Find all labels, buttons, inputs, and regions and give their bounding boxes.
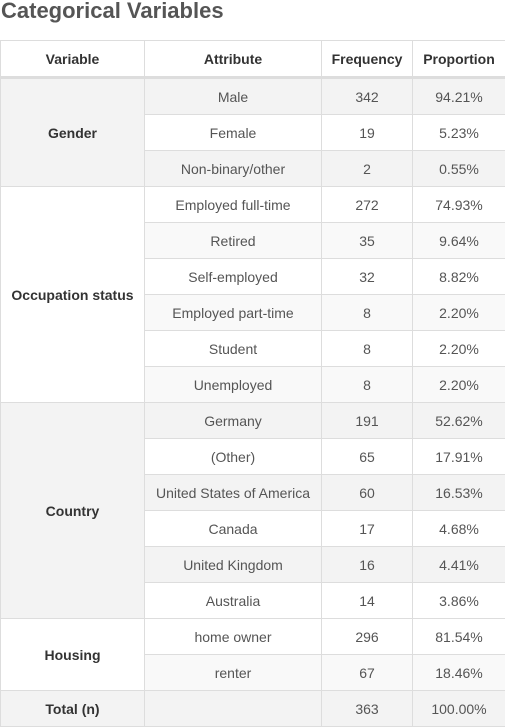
group-gender: Gender Male 342 94.21% Female 19 5.23% N… <box>0 77 505 187</box>
frequency-cell: 35 <box>321 222 413 259</box>
group-total: Total (n) 363 100.00% <box>0 690 505 727</box>
proportion-cell: 94.21% <box>412 77 505 115</box>
table-row: Housing home owner 296 81.54% <box>0 618 505 691</box>
variable-cell: Country <box>0 402 145 619</box>
attribute-cell: Germany <box>144 402 322 439</box>
attribute-cell: Australia <box>144 582 322 619</box>
group-country: Country Germany 191 52.62% (Other) 65 17… <box>0 402 505 619</box>
proportion-cell: 2.20% <box>412 294 505 331</box>
table-row: Unemployed 8 2.20% <box>1 366 505 403</box>
proportion-cell: 9.64% <box>412 222 505 259</box>
proportion-cell: 18.46% <box>412 654 505 691</box>
group-housing: Housing home owner 296 81.54% renter 67 … <box>0 618 505 691</box>
frequency-cell: 65 <box>321 438 413 475</box>
proportion-cell: 74.93% <box>412 186 505 223</box>
frequency-cell: 272 <box>321 186 413 223</box>
attribute-cell: Self-employed <box>144 258 322 295</box>
total-label-cell: Total (n) <box>0 690 145 727</box>
attribute-cell: Student <box>144 330 322 367</box>
table-row: Non-binary/other 2 0.55% <box>1 150 505 187</box>
frequency-cell: 19 <box>321 114 413 151</box>
variable-cell: Housing <box>0 618 145 691</box>
table-row: renter 67 18.46% <box>1 654 505 691</box>
table-row: Occupation status Employed full-time 272… <box>0 186 505 403</box>
attribute-cell: Unemployed <box>144 366 322 403</box>
proportion-cell: 81.54% <box>412 618 505 655</box>
attribute-cell: Male <box>144 77 322 115</box>
frequency-cell: 296 <box>321 618 413 655</box>
total-row: Total (n) 363 100.00% <box>0 690 505 727</box>
column-header-attribute: Attribute <box>144 40 322 79</box>
frequency-cell: 8 <box>321 330 413 367</box>
table-row: United Kingdom 16 4.41% <box>1 546 505 583</box>
frequency-cell: 8 <box>321 366 413 403</box>
proportion-cell: 0.55% <box>412 150 505 187</box>
attribute-cell: United States of America <box>144 474 322 511</box>
column-header-frequency: Frequency <box>321 40 413 79</box>
table-row: Student 8 2.20% <box>1 330 505 367</box>
proportion-cell: 2.20% <box>412 330 505 367</box>
frequency-cell: 16 <box>321 546 413 583</box>
attribute-cell: Canada <box>144 510 322 547</box>
attribute-cell: Non-binary/other <box>144 150 322 187</box>
total-attribute-cell <box>144 690 322 727</box>
frequency-cell: 67 <box>321 654 413 691</box>
attribute-cell: renter <box>144 654 322 691</box>
variable-cell: Gender <box>0 77 145 187</box>
page-title: Categorical Variables <box>1 0 224 23</box>
proportion-cell: 4.41% <box>412 546 505 583</box>
table-header-row: Variable Attribute Frequency Proportion <box>0 40 505 79</box>
proportion-cell: 17.91% <box>412 438 505 475</box>
column-header-proportion: Proportion <box>412 40 505 79</box>
proportion-cell: 5.23% <box>412 114 505 151</box>
proportion-cell: 16.53% <box>412 474 505 511</box>
table-row: United States of America 60 16.53% <box>1 474 505 511</box>
table-row: Country Germany 191 52.62% <box>0 402 505 619</box>
attribute-cell: Retired <box>144 222 322 259</box>
categorical-variables-table: Variable Attribute Frequency Proportion … <box>0 40 505 727</box>
frequency-cell: 60 <box>321 474 413 511</box>
proportion-cell: 52.62% <box>412 402 505 439</box>
attribute-cell: Female <box>144 114 322 151</box>
column-header-variable: Variable <box>0 40 145 79</box>
frequency-cell: 8 <box>321 294 413 331</box>
frequency-cell: 2 <box>321 150 413 187</box>
attribute-cell: (Other) <box>144 438 322 475</box>
attribute-cell: Employed full-time <box>144 186 322 223</box>
group-occupation-status: Occupation status Employed full-time 272… <box>0 186 505 403</box>
frequency-cell: 191 <box>321 402 413 439</box>
total-proportion-cell: 100.00% <box>412 690 505 727</box>
frequency-cell: 342 <box>321 77 413 115</box>
table-row: Canada 17 4.68% <box>1 510 505 547</box>
proportion-cell: 4.68% <box>412 510 505 547</box>
attribute-cell: Employed part-time <box>144 294 322 331</box>
frequency-cell: 32 <box>321 258 413 295</box>
frequency-cell: 14 <box>321 582 413 619</box>
proportion-cell: 2.20% <box>412 366 505 403</box>
total-frequency-cell: 363 <box>321 690 413 727</box>
proportion-cell: 3.86% <box>412 582 505 619</box>
table-row: Female 19 5.23% <box>1 114 505 151</box>
table-row: Gender Male 342 94.21% <box>0 77 505 187</box>
variable-cell: Occupation status <box>0 186 145 403</box>
attribute-cell: home owner <box>144 618 322 655</box>
proportion-cell: 8.82% <box>412 258 505 295</box>
attribute-cell: United Kingdom <box>144 546 322 583</box>
frequency-cell: 17 <box>321 510 413 547</box>
